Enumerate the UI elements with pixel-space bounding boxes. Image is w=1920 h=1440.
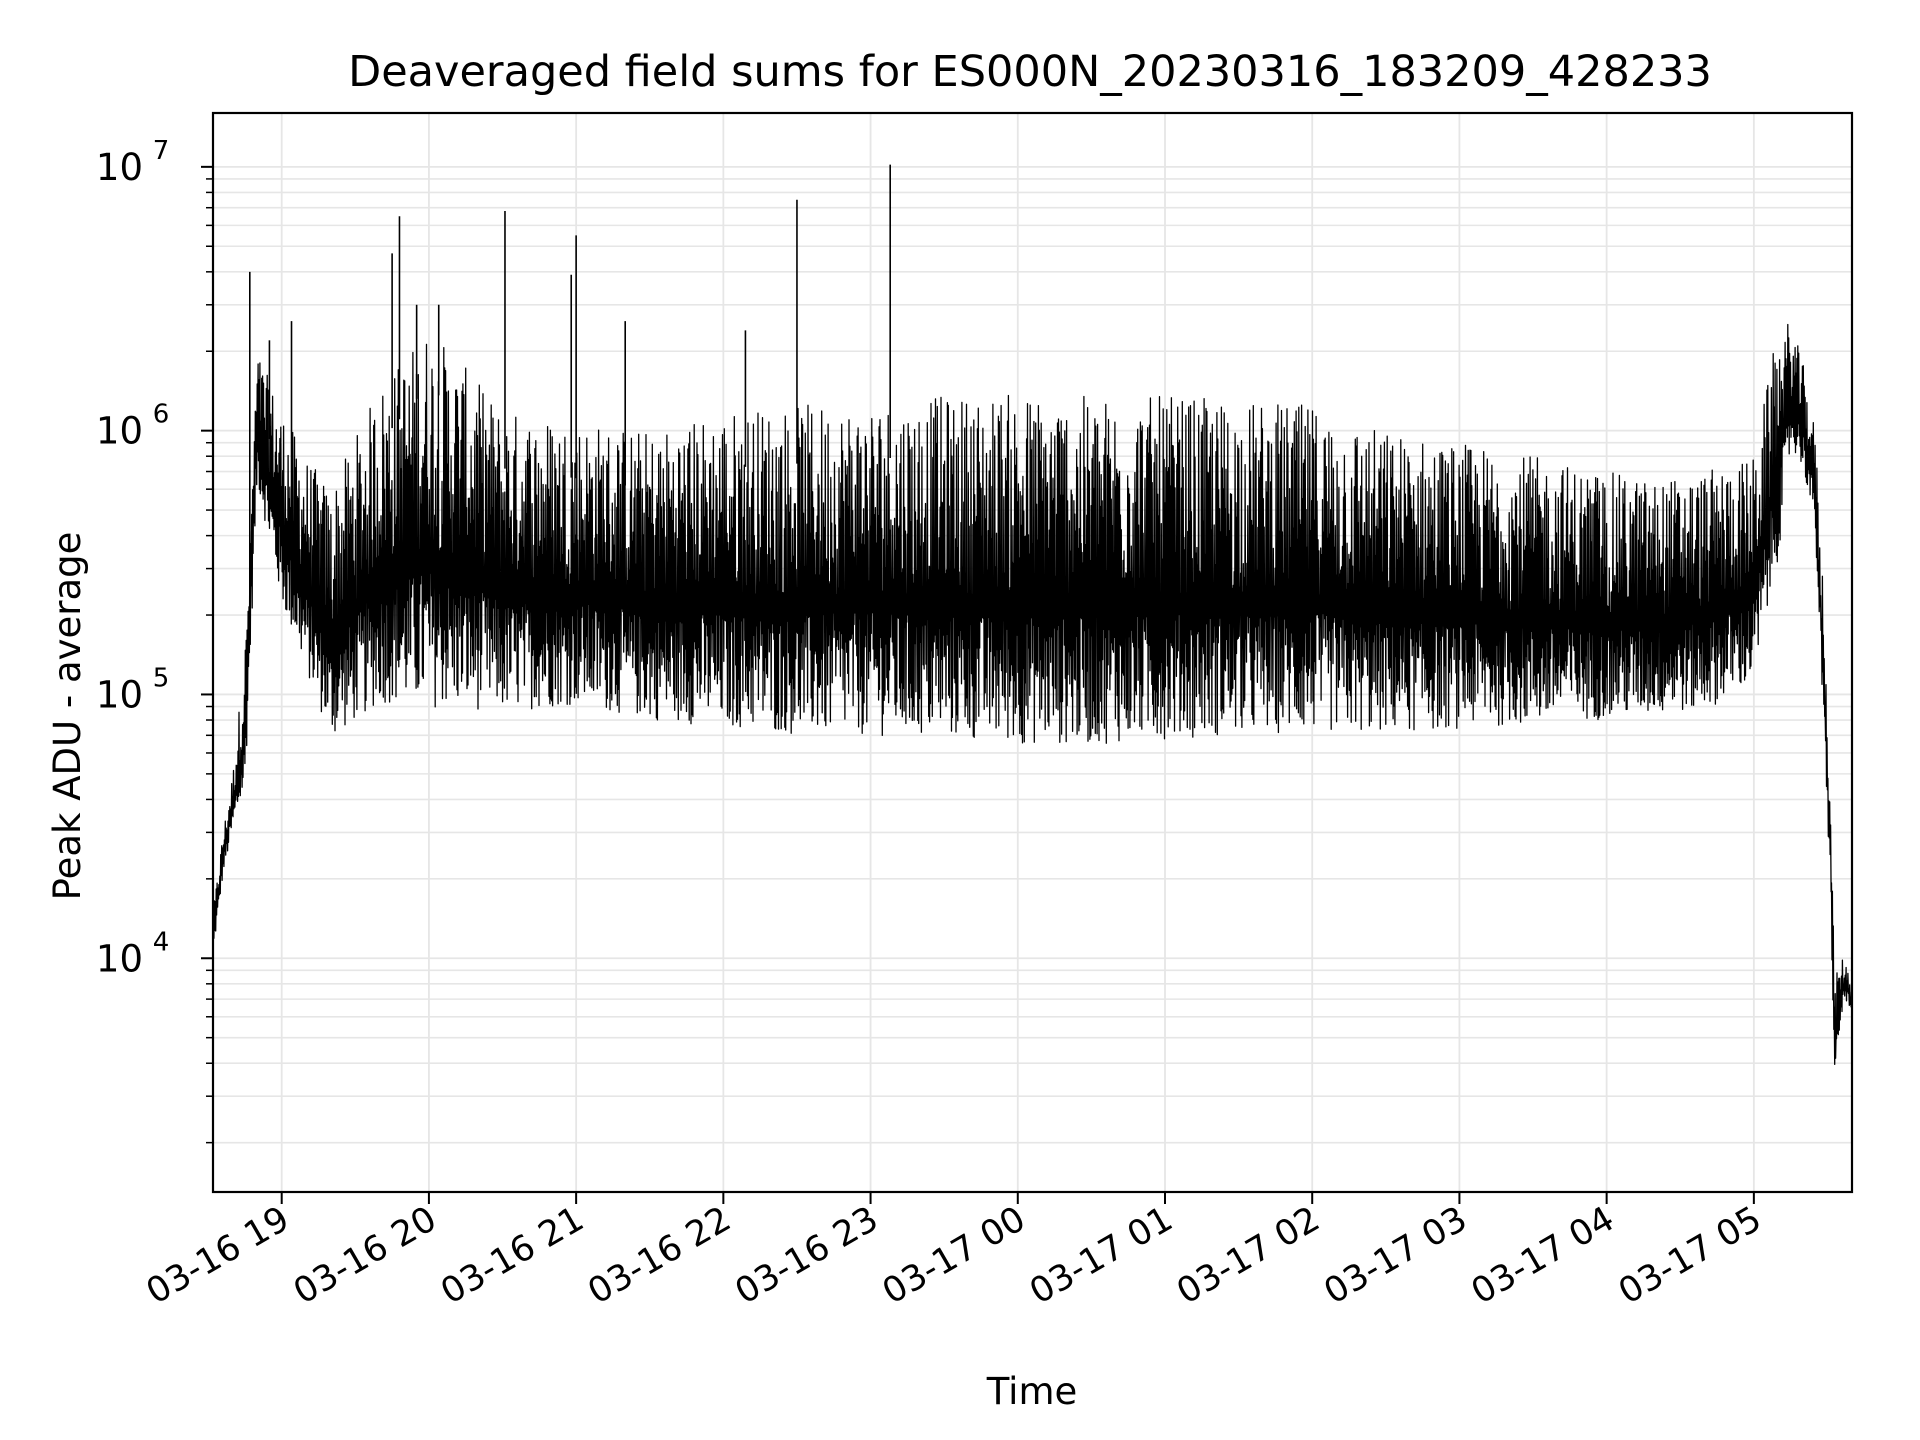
y-tick-label-base: 10 bbox=[96, 937, 143, 980]
y-axis-label: Peak ADU - average bbox=[46, 532, 89, 901]
series-path bbox=[212, 323, 1853, 1066]
y-tick-label-base: 10 bbox=[96, 146, 143, 189]
series-line bbox=[212, 164, 1853, 1066]
y-tick-label-base: 10 bbox=[96, 673, 143, 716]
y-tick-label-exp: 4 bbox=[153, 927, 170, 957]
chart-title: Deaveraged field sums for ES000N_2023031… bbox=[348, 47, 1712, 97]
y-tick-label-base: 10 bbox=[96, 410, 143, 453]
y-tick-label-exp: 5 bbox=[153, 663, 170, 693]
y-tick-label-exp: 7 bbox=[153, 136, 170, 166]
x-axis-label: Time bbox=[986, 1370, 1078, 1413]
plot-frame bbox=[211, 111, 1854, 1194]
y-tick-label-exp: 6 bbox=[153, 400, 170, 430]
y-axis: 10 4 10 5 10 6 10 7 bbox=[96, 136, 213, 1144]
